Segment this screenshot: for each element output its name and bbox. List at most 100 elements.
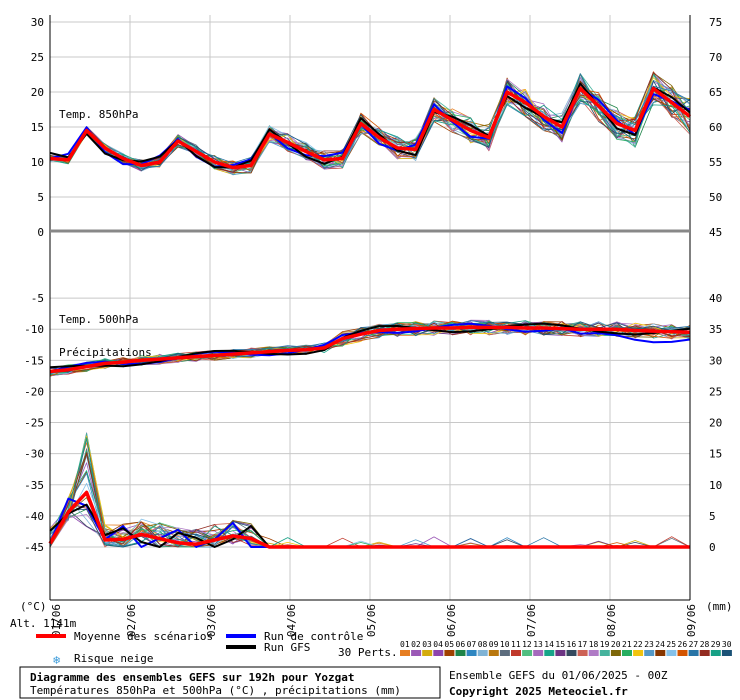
y-tick-left-500: -5	[31, 292, 44, 305]
pert-color-swatch	[499, 650, 510, 656]
pert-color-swatch	[422, 650, 433, 656]
pert-color-swatch	[699, 650, 710, 656]
left-unit: (°C)	[20, 600, 47, 613]
pert-color-swatch	[710, 650, 721, 656]
pert-id-label: 15	[555, 640, 565, 649]
precip-label: Précipitations	[59, 346, 152, 359]
pert-id-label: 03	[422, 640, 432, 649]
y-tick-right-500: 0	[709, 541, 716, 554]
pert-id-label: 16	[567, 640, 577, 649]
y-tick-left-850: 25	[31, 51, 44, 64]
y-tick-left-500: -45	[24, 541, 44, 554]
legend-snow-label: Risque neige	[74, 652, 153, 665]
pert-color-swatch	[411, 650, 422, 656]
y-tick-right-500: 35	[709, 323, 722, 336]
y-tick-right-500: 40	[709, 292, 722, 305]
pert-color-swatch	[555, 650, 566, 656]
t500-label: Temp. 500hPa	[59, 313, 138, 326]
pert-id-label: 14	[544, 640, 554, 649]
pert-id-label: 04	[433, 640, 443, 649]
mean-line-500	[49, 325, 691, 374]
pert-color-swatch	[488, 650, 499, 656]
x-tick-label: 05/06	[365, 604, 378, 637]
y-tick-left-500: -20	[24, 385, 44, 398]
copyright: Copyright 2025 Meteociel.fr	[449, 685, 628, 698]
pert-color-swatch	[721, 650, 732, 656]
perts-label: 30 Perts.	[338, 646, 398, 659]
pert-id-label: 30	[722, 640, 732, 649]
x-tick-label: 02/06	[125, 604, 138, 637]
pert-color-swatch	[400, 650, 410, 656]
x-tick-label: 06/06	[445, 604, 458, 637]
pert-id-label: 29	[711, 640, 721, 649]
y-tick-right-500: 30	[709, 354, 722, 367]
pert-color-swatch	[544, 650, 555, 656]
y-tick-right-500: 25	[709, 385, 722, 398]
pert-color-swatch	[655, 650, 666, 656]
legend-gfs-label: Run GFS	[264, 641, 310, 654]
pert-color-swatch	[599, 650, 610, 656]
y-tick-left-500: -10	[24, 323, 44, 336]
t850-label: Temp. 850hPa	[59, 108, 138, 121]
pert-id-label: 01	[400, 640, 410, 649]
pert-id-label: 28	[700, 640, 710, 649]
x-tick-label: 08/06	[605, 604, 618, 637]
x-tick-label: 09/06	[685, 604, 698, 637]
mean-line-850	[49, 86, 692, 170]
pert-id-label: 13	[533, 640, 543, 649]
pert-id-label: 10	[500, 640, 510, 649]
pert-color-swatch	[455, 650, 466, 656]
pert-id-label: 20	[611, 640, 621, 649]
y-tick-left-850: 30	[31, 16, 44, 29]
x-tick-label: 01/06	[50, 604, 63, 637]
pert-color-swatch	[511, 650, 521, 656]
pert-color-swatch	[466, 650, 477, 656]
pert-id-label: 09	[489, 640, 499, 649]
y-tick-left-850: 15	[31, 121, 44, 134]
pert-id-label: 17	[578, 640, 588, 649]
y-tick-left-850: 5	[37, 191, 44, 204]
pert-color-swatch	[533, 650, 544, 656]
gfs-line-850	[49, 82, 691, 169]
pert-id-label: 25	[666, 640, 676, 649]
pert-color-swatch	[566, 650, 577, 656]
pert-id-label: 22	[633, 640, 643, 649]
y-tick-left-500: -30	[24, 448, 44, 461]
y-tick-right-500: 20	[709, 417, 722, 430]
pert-id-label: 21	[622, 640, 632, 649]
pert-id-label: 05	[444, 640, 454, 649]
pert-color-swatch	[433, 650, 444, 656]
y-tick-left-500: -40	[24, 510, 44, 523]
pert-color-swatch	[610, 650, 621, 656]
pert-color-swatch	[644, 650, 655, 656]
pert-color-swatch	[588, 650, 599, 656]
pert-color-swatch	[477, 650, 488, 656]
pert-color-swatch	[677, 650, 688, 656]
pert-id-label: 27	[689, 640, 699, 649]
pert-color-swatch	[522, 650, 533, 656]
y-tick-right-500: 10	[709, 479, 722, 492]
y-tick-left-500: -15	[24, 354, 44, 367]
pert-color-swatch	[688, 650, 699, 656]
member-line-850	[49, 95, 691, 171]
y-tick-left-850: 10	[31, 156, 44, 169]
y-tick-right-850: 45	[709, 226, 722, 239]
run-info: Ensemble GEFS du 01/06/2025 - 00Z	[449, 669, 668, 682]
axes: 30252015105075706560555045-5-10-15-20-25…	[24, 15, 722, 637]
legend-control-label: Run de contrôle	[264, 630, 363, 643]
pert-id-label: 07	[467, 640, 477, 649]
pert-id-label: 12	[522, 640, 532, 649]
mean-line-precip	[48, 490, 690, 549]
y-tick-left-500: -25	[24, 417, 44, 430]
pert-id-label: 11	[511, 640, 521, 649]
chart-subtitle: Températures 850hPa et 500hPa (°C) , pré…	[30, 684, 401, 697]
y-tick-right-850: 65	[709, 86, 722, 99]
mean-control-gfs-lines	[48, 82, 692, 549]
x-tick-label: 07/06	[525, 604, 538, 637]
y-tick-left-500: -35	[24, 479, 44, 492]
snowflake-icon: ❄	[53, 653, 60, 667]
y-tick-right-850: 50	[709, 191, 722, 204]
x-tick-label: 04/06	[285, 604, 298, 637]
x-tick-label: 03/06	[205, 604, 218, 637]
y-tick-right-500: 15	[709, 448, 722, 461]
